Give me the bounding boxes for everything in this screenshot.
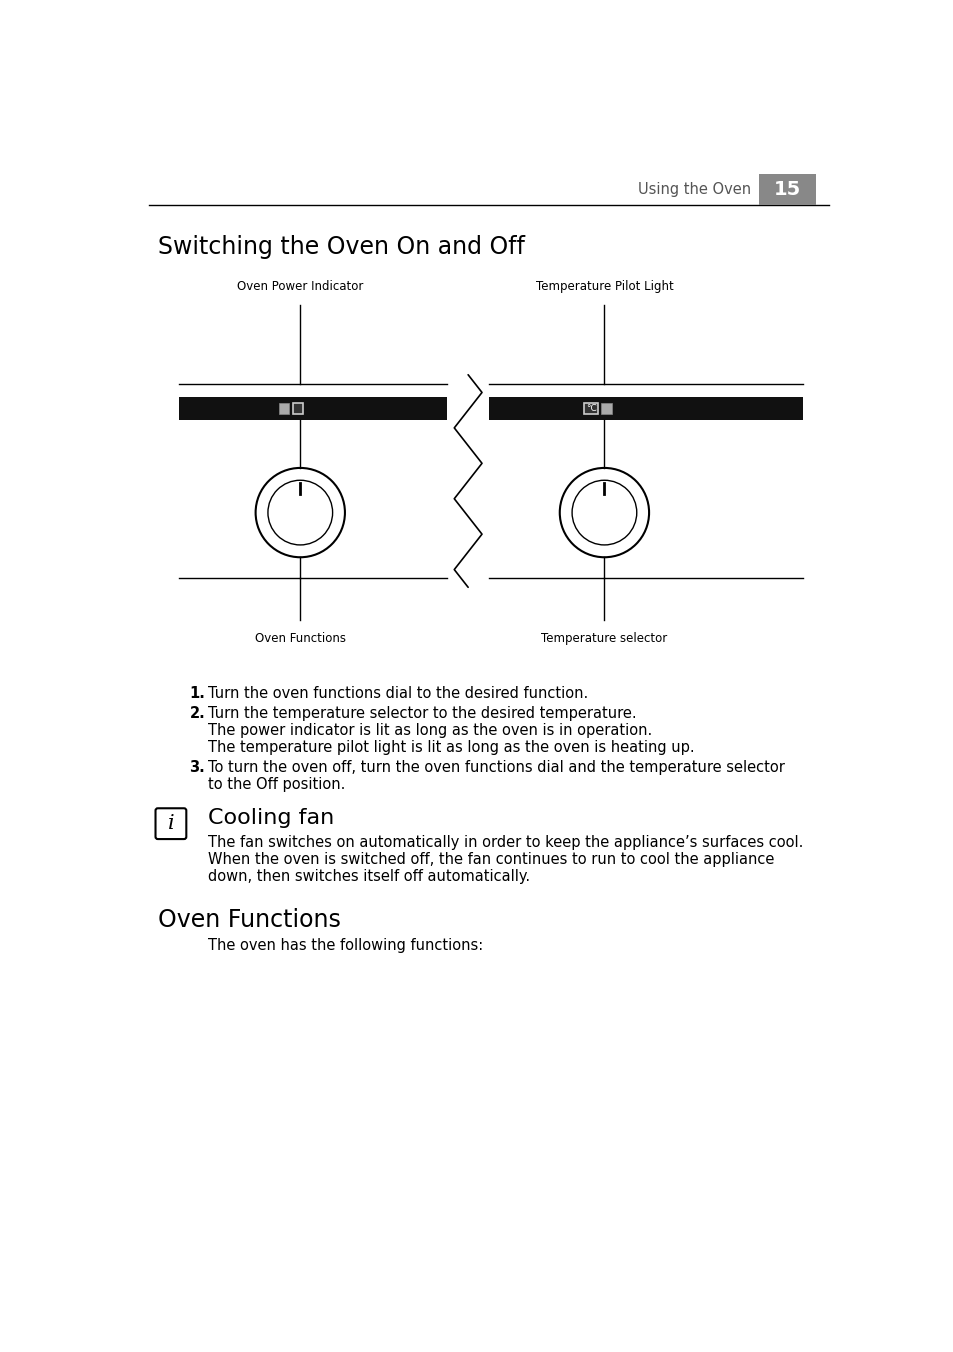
Bar [293,403,303,414]
Circle shape [559,468,648,557]
Text: Oven Functions: Oven Functions [157,907,340,932]
Text: i: i [168,814,174,833]
Bar [179,397,447,420]
Text: Switching the Oven On and Off: Switching the Oven On and Off [157,235,524,260]
Text: 1.: 1. [190,685,205,700]
Text: The fan switches on automatically in order to keep the appliance’s surfaces cool: The fan switches on automatically in ord… [208,836,802,850]
Text: °C: °C [585,404,596,414]
Text: to the Off position.: to the Off position. [208,776,345,792]
Circle shape [268,480,333,545]
Text: 2.: 2. [190,706,205,721]
Text: down, then switches itself off automatically.: down, then switches itself off automatic… [208,869,530,884]
Text: Temperature selector: Temperature selector [540,631,667,645]
Text: Temperature Pilot Light: Temperature Pilot Light [535,280,673,293]
Text: To turn the oven off, turn the oven functions dial and the temperature selector: To turn the oven off, turn the oven func… [208,760,784,775]
Text: The temperature pilot light is lit as long as the oven is heating up.: The temperature pilot light is lit as lo… [208,740,694,754]
Text: 15: 15 [773,180,801,199]
Text: The oven has the following functions:: The oven has the following functions: [208,938,482,953]
Bar [584,403,598,414]
Text: 3.: 3. [190,760,205,775]
FancyBboxPatch shape [155,808,186,840]
Text: Turn the oven functions dial to the desired function.: Turn the oven functions dial to the desi… [208,685,587,700]
Bar [759,174,816,204]
Bar [488,397,802,420]
Text: Turn the temperature selector to the desired temperature.: Turn the temperature selector to the des… [208,706,636,721]
Circle shape [572,480,636,545]
Text: Using the Oven: Using the Oven [638,183,751,197]
Text: The power indicator is lit as long as the oven is in operation.: The power indicator is lit as long as th… [208,723,652,738]
Bar [600,403,612,414]
Text: Oven Functions: Oven Functions [254,631,345,645]
Text: Cooling fan: Cooling fan [208,807,334,827]
Text: When the oven is switched off, the fan continues to run to cool the appliance: When the oven is switched off, the fan c… [208,852,774,867]
Circle shape [255,468,345,557]
Text: Oven Power Indicator: Oven Power Indicator [237,280,363,293]
Bar [278,403,289,414]
